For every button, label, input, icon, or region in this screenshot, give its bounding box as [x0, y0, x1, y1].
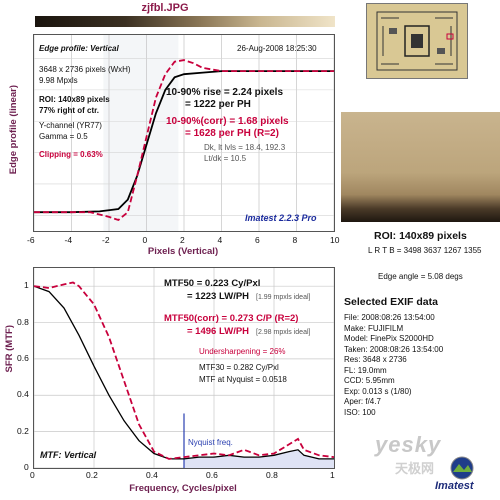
edge-xtick-label: 4: [217, 235, 223, 245]
roi-size: ROI: 140x89 pixels: [374, 230, 467, 242]
exif-title: Selected EXIF data: [344, 296, 438, 308]
mtf-ytick-label: 0.8: [17, 316, 29, 327]
mtf50-lwph: = 1223 LW/PH: [187, 291, 250, 302]
roi-crop-image: [341, 112, 500, 222]
undersharpening: Undersharpening = 26%: [199, 347, 286, 356]
edge-series-corrected: [34, 59, 334, 222]
edge-mpxls: 9.98 Mpxls: [39, 76, 78, 85]
mtf-ytick-label: 0.2: [17, 425, 29, 436]
edge-dims: 3648 x 2736 pixels (WxH): [39, 65, 131, 74]
mtf-ylabel: SFR (MTF): [4, 325, 15, 373]
imatest-logo-icon: [450, 456, 474, 480]
exif-row: Aper: f/4.7: [344, 397, 381, 406]
edge-xtick-label: -2: [102, 235, 110, 245]
mtf-xtick-label: 0.8: [266, 470, 278, 480]
edge-xtick-label: -6: [27, 235, 35, 245]
mtf50-corr-lwph: = 1496 LW/PH: [187, 326, 250, 337]
edge-clipping: Clipping = 0.63%: [39, 150, 103, 159]
test-chart-icon: [376, 11, 458, 71]
edge-gamma: Gamma = 0.5: [39, 132, 88, 141]
edge-ylabel: Edge profile (linear): [8, 85, 19, 175]
mtf-xtick-label: 0.6: [206, 470, 218, 480]
mtf-series-corrected: [34, 281, 334, 460]
mtf-ytick-label: 0.6: [17, 352, 29, 363]
edge-dk: Dk, lt lvls = 18.4, 192.3: [204, 143, 286, 152]
watermark-yesky: yesky: [375, 432, 442, 457]
mtf-plot: [34, 268, 334, 468]
exif-row: Exp: 0.013 s (1/80): [344, 386, 412, 396]
edge-ltdk: Lt/dk = 10.5: [204, 154, 247, 163]
edge-xtick-label: 2: [180, 235, 185, 245]
mtf-series-measured: [34, 285, 334, 460]
edge-corr: 10-90%(corr) = 1.68 pixels: [166, 116, 289, 127]
edge-xtick-label: 6: [255, 235, 260, 245]
mtf30: MTF30 = 0.282 Cy/Pxl: [199, 363, 279, 372]
exif-row: Make: FUJIFILM: [344, 323, 404, 333]
edge-xtick-label: 8: [292, 235, 298, 245]
edge-channel: Y-channel (YR77): [39, 121, 102, 130]
imatest-version: Imatest 2.2.3 Pro: [245, 213, 317, 223]
image-title: zjfbl.JPG: [141, 2, 189, 14]
mtf-xlabel: Frequency, Cycles/pixel: [129, 483, 237, 494]
mtf-ytick-label: 0: [24, 462, 29, 472]
exif-row: ISO: 100: [344, 407, 376, 417]
mtf-ytick-label: 1: [24, 280, 29, 291]
mtf-xtick-label: 0: [30, 470, 35, 480]
edge-roi-pos: 77% right of ctr.: [39, 106, 100, 115]
mtf-ytick-label: 0.4: [17, 389, 29, 400]
exif-row: Model: FinePix S2000HD: [344, 334, 434, 343]
exif-row: Taken: 2008:08:26 13:54:00: [344, 344, 444, 354]
exif-row: FL: 19.0mm: [344, 365, 387, 375]
exif-list: File: 2008:08:26 13:54:00 Make: FUJIFILM…: [344, 313, 443, 418]
imatest-logo-text: Imatest: [435, 480, 474, 492]
edge-heading: Edge profile: Vertical: [39, 44, 119, 53]
mtf50-corr-ideal: [2.98 mpxls ideal]: [256, 329, 311, 336]
edge-xtick-label: -4: [64, 235, 73, 245]
exif-row: File: 2008:08:26 13:54:00: [344, 313, 435, 322]
mtf-chart: MTF50 = 0.223 Cy/Pxl = 1223 LW/PH [1.99 …: [33, 267, 335, 469]
edge-xtick-label: 0: [142, 235, 148, 245]
exif-row: Res: 3648 x 2736: [344, 355, 407, 364]
mtf50: MTF50 = 0.223 Cy/Pxl: [164, 278, 261, 289]
mtf50-corr: MTF50(corr) = 0.273 C/P (R=2): [164, 313, 299, 324]
edge-date: 26-Aug-2008 18:25:30: [237, 44, 317, 53]
edge-rise: 10-90% rise = 2.24 pixels: [166, 87, 284, 98]
edge-profile-plot: [34, 35, 334, 231]
mtf-xtick-label: 1: [330, 470, 335, 480]
mtf-xtick-label: 0.2: [86, 470, 98, 480]
mtf-xtick-label: 0.4: [146, 470, 158, 480]
watermark-cn: 天极网: [395, 461, 435, 476]
edge-shade: [103, 35, 179, 231]
test-chart-thumbnail: [366, 3, 468, 79]
exif-row: CCD: 5.95mm: [344, 376, 395, 385]
mtf50-ideal: [1.99 mpxls ideal]: [256, 294, 311, 301]
mtf-nyquist-value: MTF at Nyquist = 0.0518: [199, 375, 287, 384]
edge-corr-ph: = 1628 per PH (R=2): [185, 128, 279, 139]
watermark: yesky 天极网 Imatest: [375, 432, 495, 496]
mtf-heading: MTF: Vertical: [40, 450, 97, 460]
edge-angle: Edge angle = 5.08 degs: [378, 272, 463, 281]
edge-xlabel: Pixels (Vertical): [147, 246, 219, 257]
tone-gradient-bar: [35, 16, 335, 27]
edge-rise-ph: = 1222 per PH: [185, 99, 251, 110]
edge-profile-chart: Edge profile: Vertical 26-Aug-2008 18:25…: [33, 34, 335, 232]
mtf-nyquist-area: [184, 449, 334, 468]
edge-xtick-label: 10: [330, 235, 340, 245]
nyquist-label: Nyquist freq.: [188, 438, 233, 447]
edge-roi: ROI: 140x89 pixels: [39, 95, 110, 104]
roi-lrtb: L R T B = 3498 3637 1267 1355: [368, 246, 482, 255]
